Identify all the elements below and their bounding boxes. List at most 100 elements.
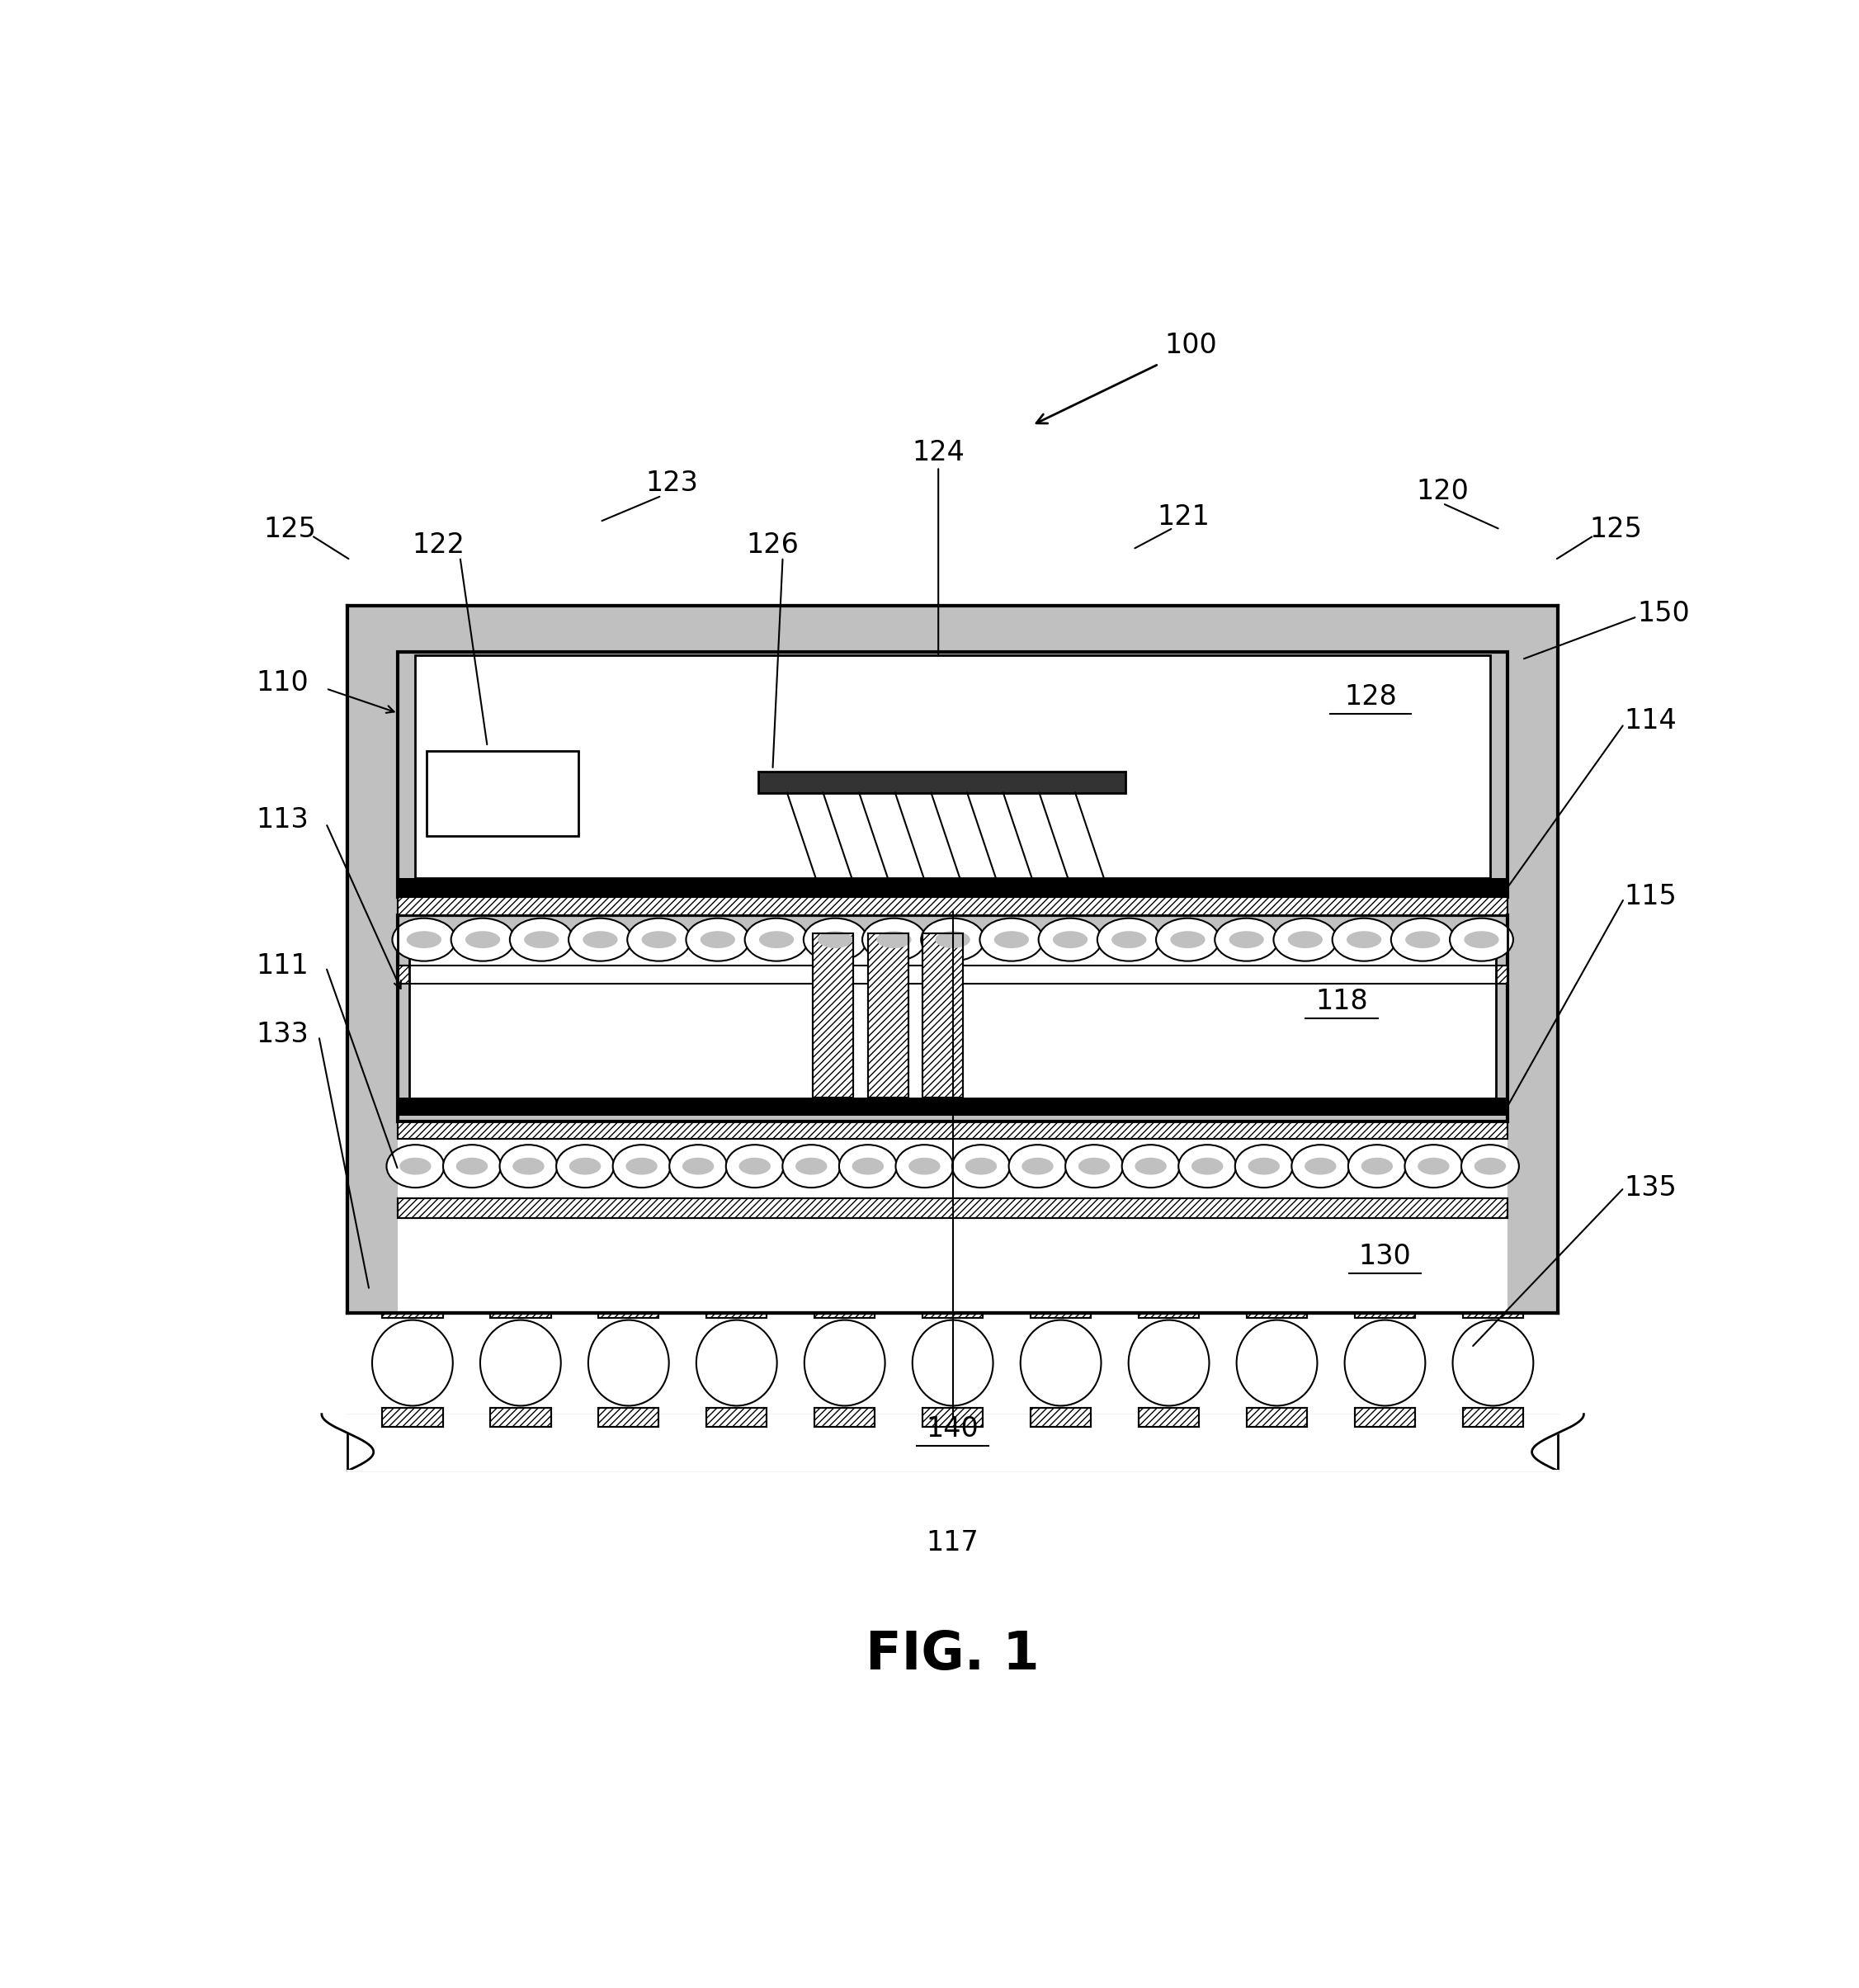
Ellipse shape	[500, 1145, 558, 1187]
Ellipse shape	[1234, 1145, 1292, 1187]
Text: 100: 100	[1164, 332, 1218, 360]
Ellipse shape	[569, 1157, 600, 1175]
Ellipse shape	[803, 918, 866, 960]
Ellipse shape	[1134, 1157, 1167, 1175]
Text: FIG. 1: FIG. 1	[866, 1628, 1039, 1680]
Bar	[922, 1300, 983, 1318]
Bar	[706, 1300, 768, 1318]
Ellipse shape	[392, 918, 455, 960]
Bar	[706, 1300, 768, 1318]
Ellipse shape	[1405, 1145, 1463, 1187]
Ellipse shape	[1465, 930, 1498, 948]
Bar	[814, 1300, 876, 1318]
Bar	[1138, 1408, 1199, 1427]
Bar	[491, 1408, 550, 1427]
Ellipse shape	[1474, 1157, 1506, 1175]
Bar	[348, 606, 1558, 1314]
Text: 118: 118	[1316, 988, 1368, 1016]
Bar	[398, 966, 1508, 984]
Ellipse shape	[1305, 1157, 1337, 1175]
Ellipse shape	[783, 1145, 840, 1187]
Bar	[599, 1408, 658, 1427]
Bar	[922, 1408, 983, 1427]
Ellipse shape	[851, 1157, 883, 1175]
Bar	[398, 1121, 1508, 1139]
Ellipse shape	[1247, 1157, 1279, 1175]
Bar	[398, 897, 1508, 914]
Bar	[409, 930, 1496, 1101]
Ellipse shape	[509, 918, 573, 960]
Bar	[491, 1408, 550, 1427]
Ellipse shape	[1065, 1145, 1123, 1187]
Ellipse shape	[1292, 1145, 1350, 1187]
Ellipse shape	[1461, 1145, 1519, 1187]
Bar	[348, 652, 398, 1314]
Text: 150: 150	[1638, 600, 1690, 626]
Ellipse shape	[1128, 1320, 1208, 1406]
Ellipse shape	[952, 1145, 1009, 1187]
Ellipse shape	[818, 930, 853, 948]
Ellipse shape	[697, 1320, 777, 1406]
Ellipse shape	[513, 1157, 545, 1175]
Bar	[599, 1300, 658, 1318]
Bar	[868, 934, 907, 1097]
Bar	[1030, 1408, 1091, 1427]
Bar	[812, 934, 853, 1097]
Ellipse shape	[980, 918, 1043, 960]
Bar	[706, 1408, 768, 1427]
Ellipse shape	[1452, 1320, 1534, 1406]
Bar	[922, 934, 963, 1097]
Text: 110: 110	[257, 668, 309, 696]
Ellipse shape	[725, 1145, 783, 1187]
Bar	[1138, 1300, 1199, 1318]
Ellipse shape	[1052, 930, 1088, 948]
Ellipse shape	[455, 1157, 487, 1175]
Ellipse shape	[1346, 930, 1381, 948]
Bar	[1355, 1408, 1415, 1427]
Bar	[922, 1408, 983, 1427]
Bar	[398, 897, 1508, 914]
Ellipse shape	[920, 918, 985, 960]
Text: 111: 111	[257, 952, 309, 980]
Ellipse shape	[682, 1157, 714, 1175]
Ellipse shape	[1333, 918, 1396, 960]
Text: 123: 123	[645, 469, 699, 497]
Text: 124: 124	[913, 439, 965, 467]
Bar	[706, 1408, 768, 1427]
Bar	[1030, 1300, 1091, 1318]
Bar	[868, 934, 907, 1097]
Bar	[1463, 1300, 1523, 1318]
Ellipse shape	[669, 1145, 727, 1187]
Bar	[383, 1408, 442, 1427]
Text: 122: 122	[413, 531, 465, 559]
Bar	[398, 652, 1508, 897]
Ellipse shape	[877, 930, 911, 948]
Bar	[383, 1408, 442, 1427]
Bar	[1463, 1300, 1523, 1318]
Ellipse shape	[965, 1157, 996, 1175]
Ellipse shape	[613, 1145, 671, 1187]
Ellipse shape	[524, 930, 560, 948]
Ellipse shape	[1123, 1145, 1180, 1187]
Ellipse shape	[1171, 930, 1205, 948]
Bar	[1247, 1300, 1307, 1318]
Ellipse shape	[796, 1157, 827, 1175]
Ellipse shape	[805, 1320, 885, 1406]
Ellipse shape	[556, 1145, 613, 1187]
Ellipse shape	[1418, 1157, 1450, 1175]
Ellipse shape	[1229, 930, 1264, 948]
Ellipse shape	[465, 930, 500, 948]
Ellipse shape	[1022, 1157, 1054, 1175]
Text: 135: 135	[1625, 1175, 1677, 1201]
Ellipse shape	[913, 1320, 993, 1406]
Ellipse shape	[863, 918, 926, 960]
Ellipse shape	[1112, 930, 1147, 948]
Bar	[398, 914, 1508, 1121]
Bar	[814, 1408, 876, 1427]
Ellipse shape	[1192, 1157, 1223, 1175]
Ellipse shape	[1361, 1157, 1392, 1175]
Text: 130: 130	[1359, 1242, 1411, 1270]
Text: 113: 113	[257, 807, 309, 833]
Bar	[415, 654, 1491, 879]
Ellipse shape	[1236, 1320, 1318, 1406]
